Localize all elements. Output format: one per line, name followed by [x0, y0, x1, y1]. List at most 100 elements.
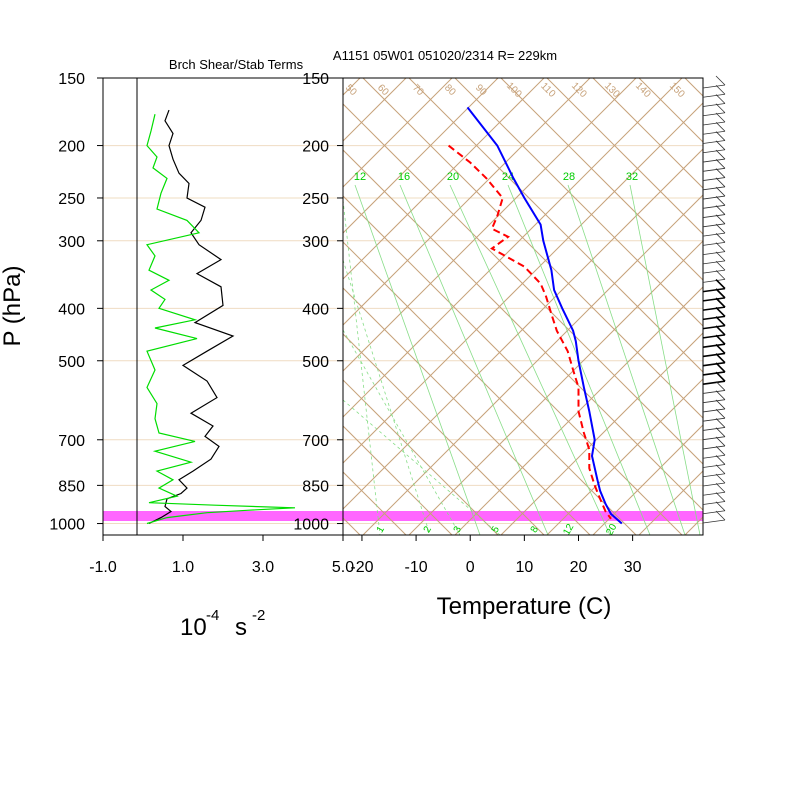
left-x-tick-label: 3.0 — [252, 559, 274, 576]
skewt-y-tick-label: 850 — [302, 478, 329, 495]
mixing-ratio-label: 12 — [354, 171, 366, 183]
wind-barb-flag — [715, 223, 726, 234]
wind-barb-staff — [702, 204, 726, 209]
isotherm-line — [777, 78, 800, 535]
wind-barb-flag — [715, 362, 726, 373]
wind-barb-flag — [715, 149, 726, 160]
dry-adiabat-line — [0, 78, 268, 535]
wind-barb-flag — [715, 270, 726, 280]
isotherm-line — [592, 424, 703, 535]
dry-adiabat-line — [0, 78, 314, 535]
wind-barb — [702, 140, 726, 154]
wind-barb — [702, 168, 726, 181]
xlabel-base: 10 — [180, 614, 207, 641]
wind-barb-staff — [702, 380, 726, 385]
wind-barbs — [702, 75, 726, 524]
wind-barb — [702, 75, 726, 89]
isotherm-line — [546, 378, 703, 535]
wind-barb — [702, 159, 726, 172]
dry-adiabat-line — [777, 78, 800, 535]
dry-adiabat-line — [343, 333, 545, 535]
moist-adiabat-line — [343, 399, 501, 535]
wind-barb-flag — [715, 316, 726, 327]
wind-barb-staff — [702, 371, 726, 376]
wind-barb-flag — [715, 501, 726, 512]
wind-barb-flag — [715, 251, 726, 262]
wind-barb-flag — [715, 233, 726, 243]
wind-barb-flag — [715, 205, 726, 215]
wind-barb-staff — [702, 473, 726, 478]
dry-adiabat-line — [731, 78, 800, 535]
wind-barb-flag — [715, 371, 726, 382]
wind-barb-staff — [702, 352, 726, 358]
skewt-y-tick-label: 1000 — [293, 517, 329, 534]
skewt-x-tick-label: 30 — [624, 559, 642, 576]
y-axis-label: P (hPa) — [0, 266, 26, 347]
wind-barb-flag — [715, 112, 726, 123]
wind-barb — [702, 149, 726, 163]
mixing-ratio-label: 32 — [626, 171, 638, 183]
dry-adiabat-line — [638, 78, 703, 143]
left-y-tick-label: 300 — [58, 234, 85, 251]
wind-barb — [702, 492, 726, 505]
skewt-x-ticks: -20 -10 0 10 20 30 — [350, 535, 642, 576]
wind-barb — [702, 177, 726, 191]
left-x-ticks: -1.0 1.0 3.0 5.0 — [89, 535, 354, 576]
wind-barb — [702, 381, 726, 394]
skewt-background-lines — [0, 78, 800, 535]
wind-barb-flag — [715, 84, 726, 95]
skewt-y-tick-label: 150 — [302, 71, 329, 88]
isotherm-line — [454, 286, 703, 535]
wind-barb — [702, 251, 726, 265]
wind-barb — [702, 297, 726, 311]
wind-barb — [702, 270, 726, 283]
wind-barb-staff — [702, 464, 726, 468]
mixing-ratio-label: 28 — [563, 171, 575, 183]
wind-barb — [702, 390, 726, 404]
wind-barb — [702, 418, 726, 431]
wind-barb-staff — [702, 251, 726, 255]
wind-barb-staff — [702, 140, 726, 144]
wind-barb-staff — [702, 93, 726, 98]
wind-barb-staff — [702, 112, 726, 117]
skewt-panel: A1151 05W01 051020/2314 R= 229km 12 16 20 2… — [0, 48, 800, 620]
wind-barb-flag — [715, 455, 726, 465]
left-panel-title: Brch Shear/Stab Terms — [169, 57, 304, 72]
wind-barb — [702, 242, 726, 255]
wind-barb-flag — [715, 353, 726, 364]
isotherm-line — [362, 194, 703, 535]
wind-barb — [702, 121, 726, 135]
dry-adiabat-line — [0, 78, 222, 535]
wind-barb — [702, 362, 726, 376]
wind-barb — [702, 112, 726, 126]
dry-adiabat-label: 70 — [410, 82, 426, 98]
wind-barb — [702, 473, 726, 487]
wind-barb — [702, 186, 726, 200]
wind-barb-flag — [715, 334, 726, 345]
wind-barb — [702, 103, 726, 117]
wind-barb-staff — [702, 214, 726, 218]
wind-barb-staff — [702, 149, 726, 154]
isotherm-line — [0, 78, 176, 535]
skewt-x-tick-label: 10 — [515, 559, 533, 576]
left-y-tick-label: 400 — [58, 301, 85, 318]
temperature-line — [466, 106, 623, 525]
isotherm-line — [0, 78, 314, 535]
wind-barb — [702, 501, 726, 515]
isotherm-line — [638, 470, 703, 535]
left-y-tick-label: 500 — [58, 354, 85, 371]
wind-barb — [702, 279, 726, 293]
wind-barb-staff — [702, 121, 726, 126]
wind-barb-flag — [715, 94, 726, 104]
wind-barb-staff — [702, 482, 726, 487]
moist-line-label: 1 — [375, 524, 388, 535]
wind-barb-staff — [702, 445, 726, 450]
wind-barb-flag — [715, 121, 726, 132]
wind-barb-staff — [702, 334, 726, 339]
wind-barb-flag — [715, 325, 726, 336]
wind-barb-flag — [715, 390, 726, 400]
isotherm-line — [684, 516, 703, 535]
wind-barb-flag — [715, 482, 726, 493]
xlabel-exp: -4 — [206, 607, 219, 624]
skewt-x-tick-label: 0 — [466, 559, 475, 576]
